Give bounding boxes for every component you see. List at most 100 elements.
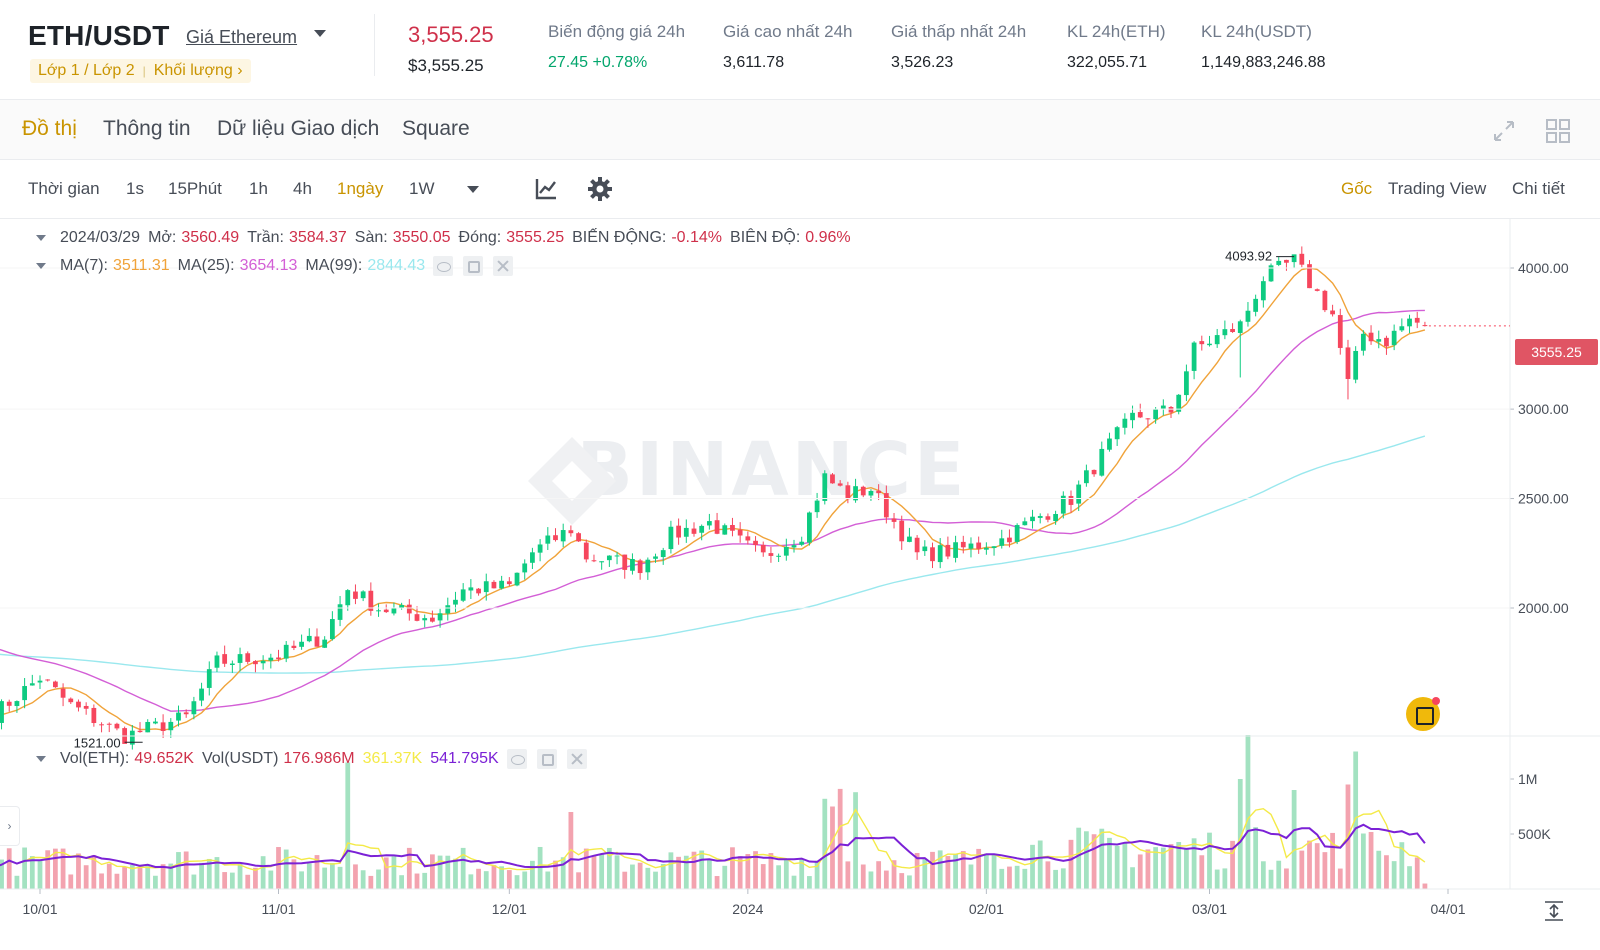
volume-bar — [676, 856, 681, 889]
candle-body — [899, 520, 905, 542]
volume-bar — [260, 856, 266, 889]
volume-bar — [414, 873, 420, 889]
ohlc-close-label: Đóng: — [458, 229, 502, 246]
indicator-chart-icon[interactable] — [533, 176, 559, 202]
tab-info[interactable]: Thông tin — [103, 117, 191, 140]
candle-body — [22, 686, 27, 701]
view-depth[interactable]: Chi tiết — [1512, 179, 1565, 198]
candle-body — [1322, 290, 1328, 311]
volume-bar — [1368, 831, 1374, 889]
collapse-ma-caret-icon[interactable] — [36, 263, 46, 269]
badge-volume[interactable]: Khối lượng › — [153, 62, 243, 79]
candle-body — [891, 518, 897, 522]
candle-body — [576, 533, 581, 542]
ohlc-low-label: Sàn: — [354, 229, 388, 246]
volume-bar — [53, 848, 58, 889]
volume-bar — [22, 847, 27, 889]
volume-bar — [614, 855, 620, 889]
volume-bar — [868, 871, 874, 889]
vol-visibility-eye-icon[interactable] — [506, 749, 527, 769]
interval-1h[interactable]: 1h — [249, 179, 268, 198]
volume-bar — [553, 860, 558, 889]
volume-bar — [1099, 828, 1105, 889]
volume-bar — [114, 873, 120, 889]
candle-body — [1399, 326, 1405, 331]
collapse-volume-caret-icon[interactable] — [36, 756, 46, 762]
volume-bar — [106, 863, 112, 889]
candle-body — [660, 550, 666, 558]
tab-chart[interactable]: Đồ thị — [22, 117, 77, 140]
candle-body — [960, 541, 966, 548]
interval-4h[interactable]: 4h — [293, 179, 312, 198]
interval-1d[interactable]: 1ngày — [337, 179, 384, 198]
toggle-visibility-eye-icon[interactable] — [433, 256, 454, 276]
candle-body — [1122, 418, 1128, 428]
volume-bar — [345, 762, 351, 889]
grid-layout-icon[interactable] — [1545, 118, 1571, 144]
volume-bar — [229, 872, 235, 889]
candle-body — [768, 553, 774, 556]
volume-bar — [145, 864, 151, 889]
candle-body — [229, 663, 235, 666]
interval-15m[interactable]: 15Phút — [168, 179, 222, 198]
candle-body — [253, 661, 258, 665]
volume-bar — [468, 874, 474, 889]
volume-bar — [630, 864, 635, 889]
ma-settings-icon[interactable] — [463, 256, 484, 276]
candle-body — [145, 721, 151, 733]
candle-body — [883, 493, 889, 518]
candle-body — [422, 618, 428, 621]
remove-vol-close-icon[interactable] — [566, 749, 587, 769]
volume-bar — [645, 867, 651, 889]
volume-bar — [1007, 866, 1012, 889]
current-price-tag: 3555.25 — [1515, 339, 1598, 365]
interval-1w[interactable]: 1W — [409, 179, 435, 198]
tab-trading-data[interactable]: Dữ liệu Giao dịch — [217, 117, 380, 140]
expand-panel-handle[interactable]: › — [0, 806, 20, 846]
pair-info-link[interactable]: Giá Ethereum — [186, 27, 298, 47]
volume-bar — [283, 849, 289, 889]
volume-bar — [822, 798, 828, 889]
collapse-ohlc-caret-icon[interactable] — [36, 235, 46, 241]
volume-bar — [1014, 865, 1020, 889]
y-tick-label: 4000.00 — [1518, 260, 1569, 276]
badge-layer[interactable]: Lớp 1 / Lớp 2 — [38, 62, 135, 79]
remove-ma-close-icon[interactable] — [493, 256, 514, 276]
fullscreen-icon[interactable] — [1491, 118, 1517, 144]
volume-bar — [491, 865, 497, 889]
tab-square[interactable]: Square — [402, 117, 470, 140]
settings-gear-icon[interactable] — [587, 176, 613, 202]
volume-bar — [914, 853, 920, 889]
stat-label: Giá cao nhất 24h — [723, 22, 853, 41]
volume-bar — [830, 806, 835, 889]
volume-bar — [1122, 842, 1128, 889]
volume-bar — [1253, 827, 1259, 889]
volume-bar — [1337, 868, 1343, 889]
order-book-float-button[interactable] — [1406, 697, 1440, 731]
volume-bar — [329, 863, 335, 889]
volume-bar — [1176, 842, 1182, 889]
ohlc-open: 3560.49 — [181, 229, 240, 246]
candle-body — [537, 544, 543, 553]
volume-bar — [976, 848, 982, 889]
volume-bar — [653, 871, 658, 889]
volume-bar — [583, 848, 589, 889]
interval-1s[interactable]: 1s — [126, 179, 144, 198]
volume-bar — [383, 857, 389, 889]
stat-label: Giá thấp nhất 24h — [891, 22, 1027, 41]
pair-dropdown-caret-icon[interactable] — [314, 30, 326, 37]
candlestick-chart[interactable]: BINANCE 4000.00 3000.00 2500.00 2000.00 1M 50… — [0, 219, 1600, 950]
vol-settings-icon[interactable] — [536, 749, 557, 769]
binance-logo-icon — [528, 437, 616, 525]
interval-time-label: Thời gian — [28, 179, 100, 198]
volume-bar — [899, 873, 905, 889]
candle-body — [1407, 318, 1412, 327]
candle-body — [337, 604, 343, 620]
candle-body — [860, 486, 866, 496]
more-intervals-caret-icon[interactable] — [467, 186, 479, 193]
view-trading-view[interactable]: Trading View — [1388, 179, 1487, 198]
candle-body — [1284, 259, 1289, 263]
volume-bar — [45, 850, 51, 889]
ma7-label: MA(7): — [60, 257, 108, 274]
view-original[interactable]: Gốc — [1341, 179, 1373, 198]
